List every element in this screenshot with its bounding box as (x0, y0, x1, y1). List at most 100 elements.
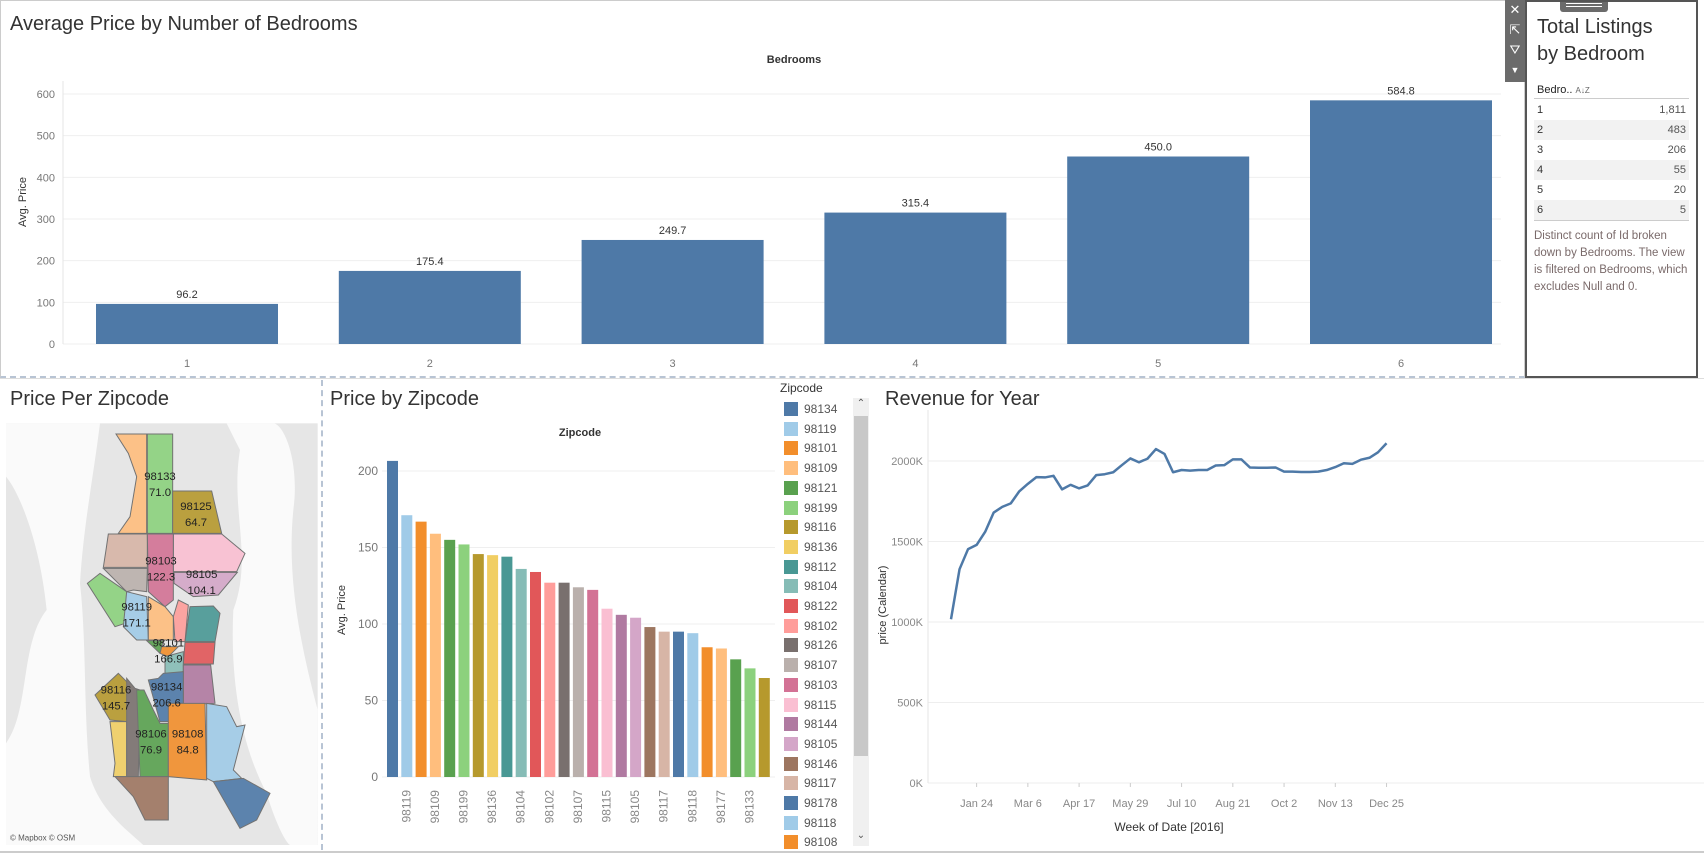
bar (458, 544, 470, 777)
total-listings-title: Total Listings by Bedroom (1537, 14, 1653, 68)
legend-label: 98103 (804, 677, 838, 692)
drag-handle[interactable] (1560, 0, 1608, 12)
revenue-line (949, 442, 1388, 620)
legend-item[interactable]: 98122 (784, 599, 837, 617)
map-label-zip: 98125 (180, 501, 212, 513)
table-row[interactable]: 1 1,811 (1534, 100, 1689, 120)
legend-item[interactable]: 98146 (784, 756, 838, 775)
legend-label: 98178 (804, 796, 838, 810)
legend-item[interactable]: 98101 (784, 441, 837, 459)
zip-region-98117 (102, 533, 148, 568)
legend-item[interactable]: 98105 (784, 736, 838, 755)
map-label-zip: 98133 (144, 471, 176, 483)
bedrooms-column-header[interactable]: Bedro.. A↓Z (1537, 84, 1590, 96)
bar (401, 515, 413, 777)
table-row[interactable]: 5 20 (1534, 180, 1689, 200)
legend-label: 98107 (804, 658, 838, 673)
map-label-value: 122.3 (147, 572, 175, 584)
legend-swatch (784, 599, 798, 613)
legend-item[interactable]: 98112 (784, 559, 837, 578)
legend-item[interactable]: 98178 (784, 796, 837, 814)
legend-label: 98101 (804, 441, 838, 456)
bar (558, 582, 570, 777)
map-title: Price Per Zipcode (10, 388, 169, 410)
x-tick-label: 2 (427, 358, 433, 370)
x-axis-title: Week of Date [2016] (1114, 820, 1223, 834)
y-axis-title: price (Calendar) (877, 566, 889, 645)
zip-region-98119 (122, 591, 149, 641)
legend-label: 98126 (804, 638, 838, 653)
count-cell: 206 (1667, 144, 1686, 156)
bar (1310, 100, 1492, 344)
legend-item[interactable]: 98136 (784, 539, 837, 558)
legend-item[interactable]: 98134 (784, 402, 837, 420)
legend-item[interactable]: 98144 (784, 717, 837, 735)
scroll-down-icon[interactable]: ⌄ (856, 830, 866, 841)
bar (515, 568, 527, 777)
map-label-value: 166.9 (154, 654, 182, 666)
x-tick-label: 98177 (714, 790, 728, 824)
legend-label: 98144 (804, 717, 838, 732)
panel-divider (321, 380, 323, 850)
legend-scrollbar[interactable]: ⌃ ⌄ (853, 398, 869, 846)
filter-icon[interactable]: ⛛ (1509, 42, 1521, 57)
legend-item[interactable]: 98102 (784, 618, 837, 637)
zip-region-98102 (172, 599, 189, 643)
legend-label: 98146 (804, 756, 838, 771)
legend-item[interactable]: 98117 (784, 776, 836, 794)
bar (615, 614, 627, 777)
map-label-value: 206.6 (152, 698, 180, 710)
x-tick-label: 98117 (657, 790, 671, 823)
scrollbar-thumb[interactable] (854, 416, 868, 756)
map-label-zip: 98134 (151, 682, 183, 694)
y-tick-label: 1500K (891, 537, 923, 549)
table-row[interactable]: 3 206 (1534, 140, 1689, 160)
legend-label: 98199 (804, 500, 838, 515)
zip-region-98133 (146, 433, 174, 534)
legend-item[interactable]: 98104 (784, 579, 837, 597)
x-tick-label: 4 (912, 358, 918, 370)
legend-item[interactable]: 98108 (784, 835, 837, 853)
legend-item[interactable]: 98118 (784, 815, 836, 834)
zip-region-98108 (167, 702, 208, 781)
legend-label: 98112 (804, 559, 837, 574)
legend-label: 98134 (804, 402, 838, 416)
table-row[interactable]: 2 483 (1534, 120, 1689, 140)
bedrooms-cell: 1 (1537, 104, 1544, 116)
y-tick-label: 200 (358, 464, 378, 478)
legend-swatch (784, 539, 798, 554)
bar-value-label: 249.7 (659, 225, 687, 237)
legend-swatch (784, 500, 798, 515)
legend-item[interactable]: 98121 (784, 480, 837, 499)
legend-item[interactable]: 98103 (784, 677, 838, 696)
legend-swatch (784, 835, 798, 850)
legend-item[interactable]: 98115 (784, 697, 837, 716)
bar (338, 270, 521, 344)
legend-label: 98105 (804, 736, 838, 751)
close-icon[interactable]: ✕ (1509, 2, 1521, 17)
more-options-chevron-down-icon[interactable]: ▼ (1510, 65, 1520, 75)
x-tick-label: 98102 (542, 790, 556, 824)
avg-price-title: Average Price by Number of Bedrooms (10, 13, 358, 35)
bar (701, 647, 713, 777)
x-tick-label: Apr 17 (1063, 798, 1095, 810)
scroll-up-icon[interactable]: ⌃ (856, 398, 866, 409)
bedrooms-cell: 4 (1537, 164, 1544, 176)
legend-item[interactable]: 98109 (784, 461, 837, 479)
total-listings-caption: Distinct count of Id broken down by Bedr… (1534, 230, 1688, 293)
legend-item[interactable]: 98119 (784, 421, 836, 440)
legend-item[interactable]: 98107 (784, 658, 837, 676)
zipcode-map[interactable]: 98133 71.0 98125 64.7 98103 122.3 98105 104.1 98… (0, 410, 320, 860)
legend-item[interactable]: 98199 (784, 500, 838, 519)
legend-item[interactable]: 98126 (784, 638, 837, 656)
sort-az-icon[interactable]: A↓Z (1575, 86, 1590, 95)
map-label-zip: 98116 (101, 684, 132, 696)
legend-item[interactable]: 98116 (784, 520, 836, 538)
legend-label: 98115 (804, 697, 837, 712)
open-external-icon[interactable]: ⇱ (1509, 22, 1521, 37)
table-row[interactable]: 4 55 (1534, 160, 1689, 180)
legend-swatch (784, 441, 798, 456)
zip-region-98112 (184, 605, 221, 643)
map-label-value: 76.9 (140, 744, 162, 756)
